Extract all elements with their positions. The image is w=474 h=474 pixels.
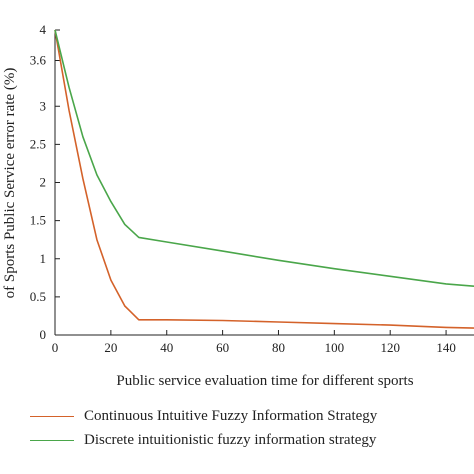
y-tick-label: 1.5 bbox=[30, 213, 46, 228]
legend-swatch-continuous bbox=[30, 415, 74, 417]
series-line-2 bbox=[54, 29, 474, 287]
x-tick-label: 60 bbox=[216, 340, 229, 355]
x-tick-label: 40 bbox=[160, 340, 173, 355]
y-tick-label: 2.5 bbox=[30, 136, 46, 151]
legend-item-continuous: Continuous Intuitive Fuzzy Information S… bbox=[30, 404, 377, 428]
x-tick-label: 120 bbox=[380, 340, 400, 355]
x-tick-label: 100 bbox=[325, 340, 345, 355]
y-tick-label: 0 bbox=[40, 327, 47, 342]
series-line-1 bbox=[54, 29, 474, 329]
y-tick-label: 3.6 bbox=[30, 53, 47, 68]
x-tick-label: 80 bbox=[272, 340, 285, 355]
legend-label-continuous: Continuous Intuitive Fuzzy Information S… bbox=[84, 407, 378, 424]
y-tick-label: 0.5 bbox=[30, 289, 46, 304]
x-tick-label: 0 bbox=[52, 340, 59, 355]
legend-label-discrete: Discrete intuitionistic fuzzy informatio… bbox=[84, 431, 377, 448]
legend: Continuous Intuitive Fuzzy Information S… bbox=[30, 404, 377, 452]
x-axis-label: Public service evaluation time for diffe… bbox=[116, 373, 413, 389]
plot-area: 00.511.522.533.640 20 40 60 80 100 120 140 bbox=[30, 22, 474, 355]
x-tick-label: 140 bbox=[436, 340, 456, 355]
y-tick-label: 4 bbox=[40, 22, 47, 37]
y-tick-label: 3 bbox=[40, 98, 47, 113]
legend-item-discrete: Discrete intuitionistic fuzzy informatio… bbox=[30, 428, 377, 452]
x-tick-label: 20 bbox=[104, 340, 117, 355]
y-tick-label: 2 bbox=[40, 175, 47, 190]
legend-swatch-discrete bbox=[30, 439, 74, 441]
y-tick-label: 1 bbox=[40, 251, 47, 266]
y-axis-label: of Sports Public Service error rate (%) bbox=[2, 68, 18, 299]
